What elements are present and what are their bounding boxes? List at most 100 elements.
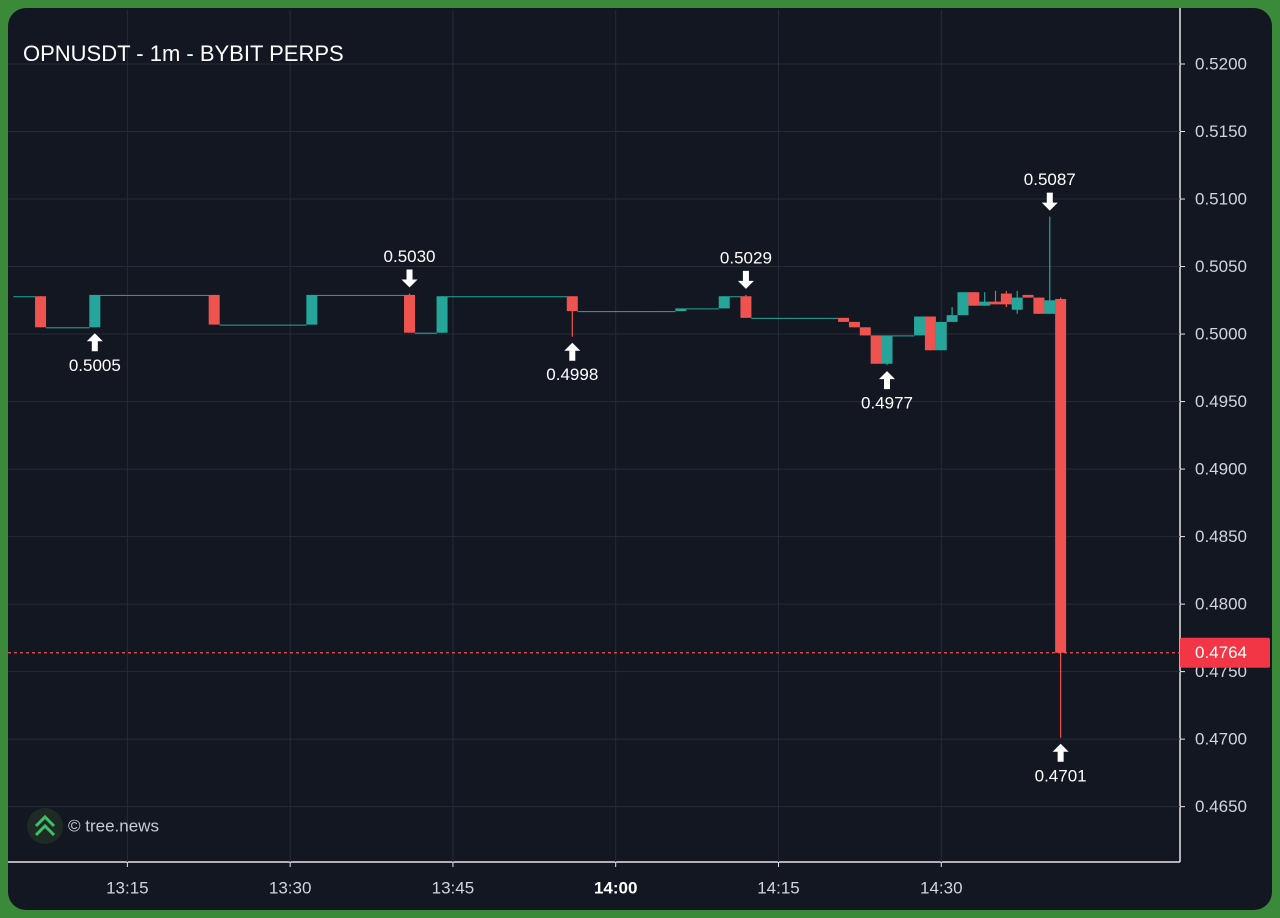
candle-body <box>111 294 123 296</box>
candle-body <box>45 327 57 329</box>
candle-body <box>686 308 698 310</box>
annotation-label: 0.5087 <box>1024 170 1076 189</box>
candle-body <box>35 296 47 328</box>
candle-body <box>566 296 578 312</box>
annotation-arrow <box>1052 743 1069 762</box>
candle-body <box>425 332 437 334</box>
y-tick-label: 0.4850 <box>1195 527 1247 546</box>
annotation: 0.5029 <box>720 248 772 289</box>
annotation: 0.5005 <box>69 333 121 375</box>
candle-body <box>838 317 850 322</box>
candle-body <box>208 294 220 325</box>
candle-body <box>165 294 177 296</box>
annotation-label: 0.4977 <box>861 394 913 413</box>
candle-body <box>382 294 394 296</box>
candle-body <box>1011 297 1023 310</box>
candle-body <box>957 292 969 316</box>
candle-body <box>1000 293 1012 305</box>
candle-body <box>859 327 871 336</box>
annotation: 0.4998 <box>546 342 598 384</box>
candle-body <box>78 327 90 329</box>
candle-body <box>914 316 926 336</box>
x-tick-label: 13:15 <box>106 878 149 897</box>
candle-body <box>219 324 231 326</box>
annotation: 0.4701 <box>1035 743 1087 785</box>
candle-body <box>642 311 654 313</box>
candle-body <box>1022 294 1034 298</box>
candle-body <box>545 296 557 298</box>
last-price-tag <box>1180 637 1270 668</box>
candle-body <box>924 316 936 351</box>
candle-body <box>349 294 361 296</box>
candle-body <box>121 294 133 296</box>
candle-body <box>577 311 589 313</box>
candle-body <box>479 296 491 298</box>
annotation-arrow <box>1041 192 1058 211</box>
candle-body <box>523 296 535 298</box>
candle-body <box>132 294 144 296</box>
annotation: 0.5087 <box>1024 170 1076 211</box>
x-tick-label: 13:30 <box>269 878 312 897</box>
x-tick-label: 14:30 <box>920 878 963 897</box>
candle-body <box>534 296 546 298</box>
y-tick-label: 0.4950 <box>1195 392 1247 411</box>
candle-body <box>512 296 524 298</box>
candle-body <box>490 296 502 298</box>
y-tick-label: 0.4700 <box>1195 730 1247 749</box>
candle-body <box>870 335 882 364</box>
y-tick-label: 0.5000 <box>1195 325 1247 344</box>
annotation-label: 0.5030 <box>384 247 436 266</box>
x-tick-label: 14:15 <box>757 878 800 897</box>
candle-body <box>1044 300 1056 314</box>
candle-body <box>197 294 209 296</box>
x-tick-label: 13:45 <box>432 878 475 897</box>
annotation-label: 0.5005 <box>69 356 121 375</box>
candle-body <box>447 296 459 298</box>
candle-body <box>1033 297 1045 314</box>
annotation-label: 0.4998 <box>546 365 598 384</box>
chart-panel <box>8 8 1272 910</box>
candle-body <box>816 317 828 319</box>
candle-body <box>414 332 426 334</box>
candle-body <box>241 324 253 326</box>
candle-body <box>555 296 567 298</box>
last-price-label: 0.4764 <box>1195 643 1247 662</box>
candle-body <box>176 294 188 296</box>
annotation-label: 0.5029 <box>720 248 772 267</box>
candle-body <box>273 324 285 326</box>
candle-body <box>100 294 112 296</box>
y-tick-label: 0.5100 <box>1195 190 1247 209</box>
candle-body <box>990 301 1002 305</box>
candle-body <box>794 317 806 319</box>
candle-body <box>56 327 68 329</box>
chart-title: OPNUSDT - 1m - BYBIT PERPS <box>23 41 344 66</box>
watermark: © tree.news <box>68 816 159 835</box>
candle-body <box>892 335 904 337</box>
candle-body <box>664 311 676 313</box>
annotation: 0.5030 <box>384 247 436 288</box>
candle-body <box>631 311 643 313</box>
candle-body <box>469 296 481 298</box>
candle-body <box>675 308 687 312</box>
candle-body <box>772 317 784 319</box>
candle-body <box>751 317 763 319</box>
y-tick-label: 0.4900 <box>1195 460 1247 479</box>
candle-body <box>262 324 274 326</box>
candle-body <box>621 311 633 313</box>
x-tick-label: 14:00 <box>594 878 637 897</box>
candle-body <box>762 317 774 319</box>
candle-body <box>284 324 296 326</box>
watermark-logo <box>27 808 63 844</box>
candle-body <box>1055 298 1067 653</box>
candle-body <box>588 311 600 313</box>
candle-body <box>67 327 79 329</box>
annotation-arrow <box>564 342 581 361</box>
y-tick-label: 0.4650 <box>1195 797 1247 816</box>
annotation-arrow <box>737 270 754 289</box>
candle-body <box>610 311 622 313</box>
candle-body <box>458 296 470 298</box>
candle-body <box>186 294 198 296</box>
candle-body <box>979 301 991 306</box>
